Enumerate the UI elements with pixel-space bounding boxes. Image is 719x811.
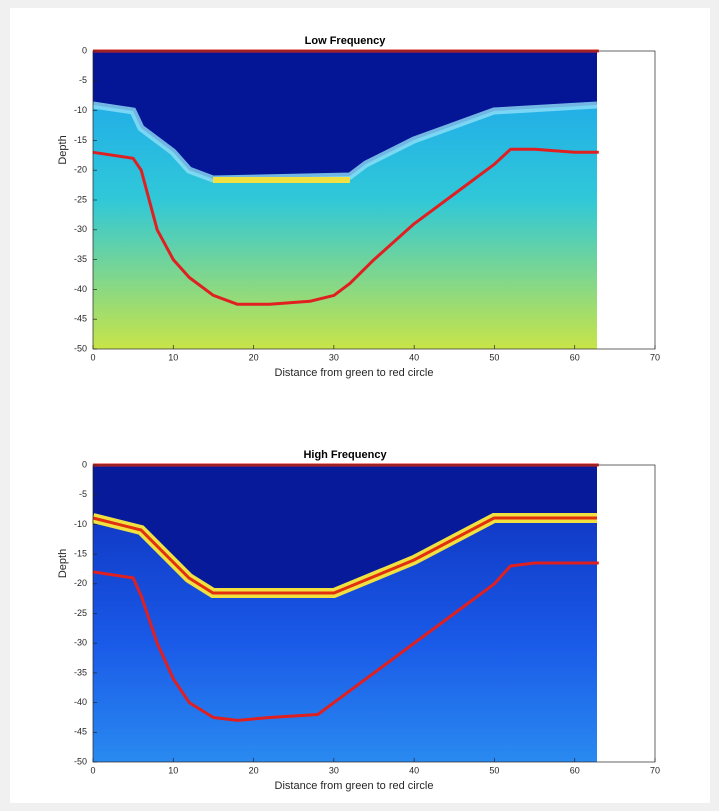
x-tick-label: 40	[409, 352, 419, 362]
x-tick-label: 20	[249, 765, 259, 775]
y-tick-label: -15	[74, 548, 87, 558]
x-tick-label: 40	[409, 765, 419, 775]
y-tick-label: 0	[82, 459, 87, 469]
y-tick-label: -50	[74, 343, 87, 353]
y-axis-label: Depth	[57, 135, 69, 164]
y-tick-label: -5	[79, 489, 87, 499]
x-tick-label: 20	[249, 352, 259, 362]
y-tick-label: -45	[74, 314, 87, 324]
y-tick-label: -20	[74, 165, 87, 175]
y-tick-label: -5	[79, 75, 87, 85]
x-tick-label: 70	[650, 765, 660, 775]
y-tick-label: -10	[74, 519, 87, 529]
y-tick-label: -40	[74, 697, 87, 707]
y-tick-label: -35	[74, 254, 87, 264]
y-tick-label: -40	[74, 284, 87, 294]
y-tick-label: -35	[74, 667, 87, 677]
x-tick-label: 50	[489, 765, 499, 775]
y-tick-label: -45	[74, 727, 87, 737]
x-tick-label: 60	[570, 765, 580, 775]
water-column	[93, 465, 597, 593]
y-tick-label: -20	[74, 578, 87, 588]
x-tick-label: 30	[329, 765, 339, 775]
x-tick-label: 0	[90, 352, 95, 362]
x-axis-label: Distance from green to red circle	[275, 367, 434, 379]
y-tick-label: -15	[74, 135, 87, 145]
x-tick-label: 30	[329, 352, 339, 362]
y-tick-label: -10	[74, 105, 87, 115]
chart-title: High Frequency	[303, 449, 387, 461]
surface-line	[92, 516, 597, 595]
x-tick-label: 10	[168, 352, 178, 362]
y-tick-label: -25	[74, 194, 87, 204]
y-tick-label: -50	[74, 756, 87, 766]
y-tick-label: -30	[74, 638, 87, 648]
x-tick-label: 70	[650, 352, 660, 362]
y-tick-label: -30	[74, 224, 87, 234]
y-tick-label: 0	[82, 45, 87, 55]
y-axis-label: Depth	[57, 549, 69, 578]
chart-title: Low Frequency	[305, 35, 387, 47]
y-tick-label: -25	[74, 608, 87, 618]
x-tick-label: 60	[570, 352, 580, 362]
x-tick-label: 10	[168, 765, 178, 775]
x-tick-label: 0	[90, 765, 95, 775]
x-tick-label: 50	[489, 352, 499, 362]
x-axis-label: Distance from green to red circle	[275, 780, 434, 792]
depth-line	[92, 561, 599, 722]
water-column	[93, 51, 597, 179]
depth-line	[92, 147, 599, 306]
